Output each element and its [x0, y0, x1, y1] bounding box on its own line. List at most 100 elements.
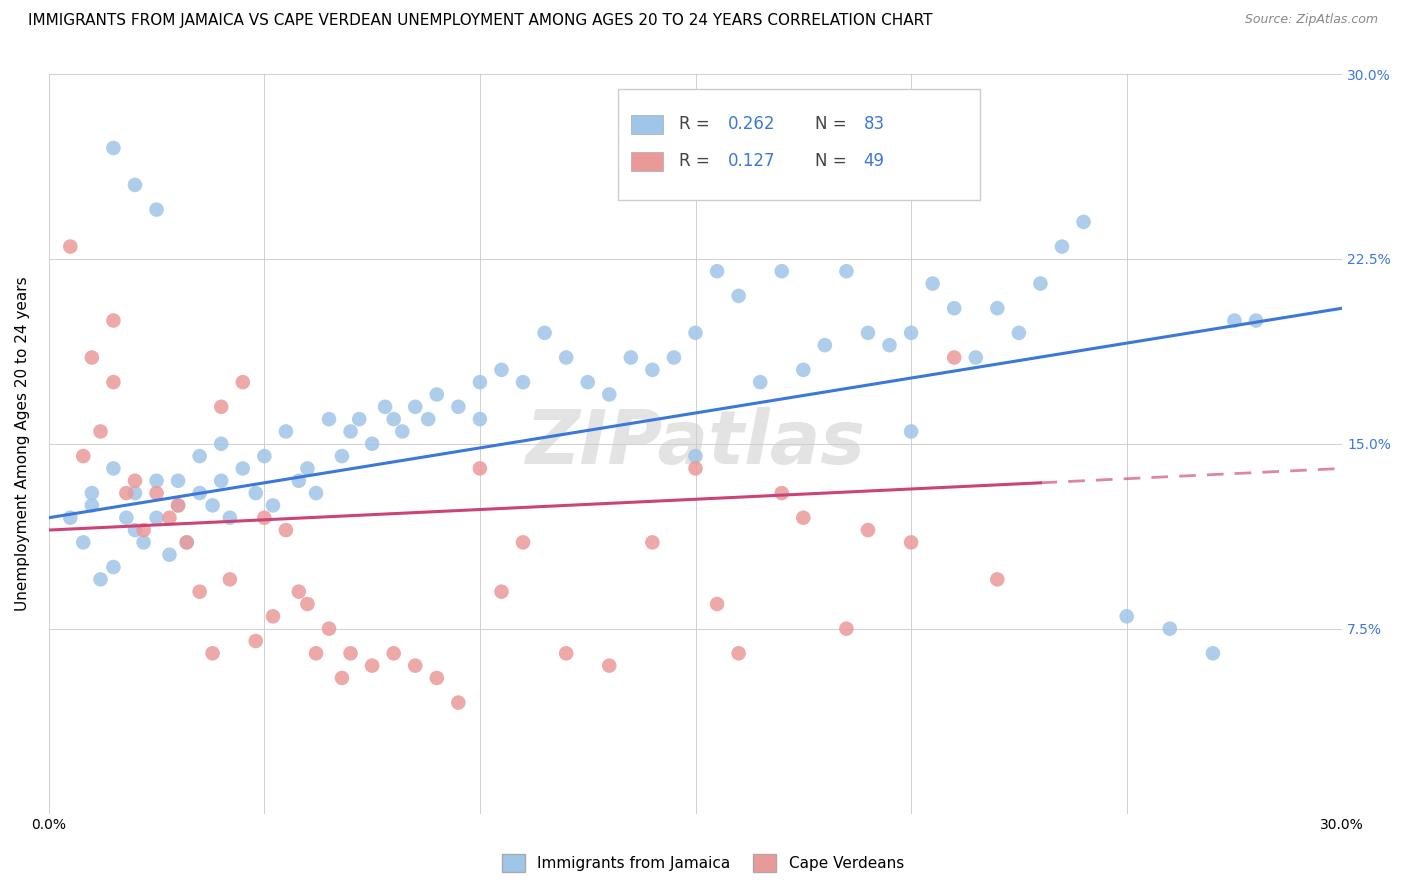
Point [253, 449, 276, 463]
Point [72, 449, 94, 463]
Point [1073, 215, 1095, 229]
Point [965, 351, 987, 365]
Point [288, 584, 311, 599]
Point [103, 313, 125, 327]
Legend: Immigrants from Jamaica, Cape Verdeans: Immigrants from Jamaica, Cape Verdeans [495, 846, 911, 880]
FancyBboxPatch shape [617, 89, 980, 200]
Point [814, 338, 837, 352]
Point [986, 573, 1008, 587]
Point [262, 609, 284, 624]
Point [856, 523, 879, 537]
Text: Source: ZipAtlas.com: Source: ZipAtlas.com [1244, 13, 1378, 27]
Point [288, 474, 311, 488]
Text: ZIPatlas: ZIPatlas [526, 408, 866, 480]
Point [124, 178, 146, 192]
Point [115, 510, 138, 524]
Point [132, 523, 155, 537]
Point [318, 412, 340, 426]
Point [124, 474, 146, 488]
Point [103, 141, 125, 155]
Y-axis label: Unemployment Among Ages 20 to 24 years: Unemployment Among Ages 20 to 24 years [15, 277, 30, 611]
Point [245, 486, 267, 500]
Point [176, 535, 198, 549]
Point [209, 474, 232, 488]
Point [1159, 622, 1181, 636]
Point [59, 510, 82, 524]
Point [124, 523, 146, 537]
Point [245, 634, 267, 648]
Point [685, 326, 707, 340]
Point [391, 425, 413, 439]
Point [145, 202, 167, 217]
Point [706, 597, 728, 611]
Point [209, 437, 232, 451]
Point [232, 375, 254, 389]
Point [447, 696, 470, 710]
Point [201, 646, 224, 660]
Bar [631, 152, 664, 170]
Point [533, 326, 555, 340]
Point [382, 412, 405, 426]
Point [159, 548, 181, 562]
Point [330, 671, 353, 685]
Point [555, 351, 578, 365]
Text: R =: R = [679, 153, 714, 170]
Point [1223, 313, 1246, 327]
Point [339, 646, 361, 660]
Text: 0.127: 0.127 [728, 153, 775, 170]
Point [491, 584, 513, 599]
Point [188, 449, 211, 463]
Point [145, 486, 167, 500]
Point [218, 510, 240, 524]
Point [512, 535, 534, 549]
Point [418, 412, 440, 426]
Point [103, 461, 125, 475]
Point [318, 622, 340, 636]
Point [727, 289, 749, 303]
Point [1202, 646, 1225, 660]
Bar [631, 115, 664, 134]
Point [598, 658, 620, 673]
Point [1050, 239, 1073, 253]
Point [921, 277, 943, 291]
Point [274, 425, 297, 439]
Text: N =: N = [814, 153, 852, 170]
Point [1008, 326, 1031, 340]
Point [218, 573, 240, 587]
Point [770, 486, 793, 500]
Point [943, 351, 966, 365]
Point [89, 573, 111, 587]
Text: R =: R = [679, 115, 714, 133]
Point [792, 510, 814, 524]
Point [305, 486, 328, 500]
Point [856, 326, 879, 340]
Point [80, 486, 103, 500]
Point [167, 474, 190, 488]
Point [201, 499, 224, 513]
Point [576, 375, 599, 389]
Text: 49: 49 [863, 153, 884, 170]
Point [59, 239, 82, 253]
Point [727, 646, 749, 660]
Point [176, 535, 198, 549]
Point [374, 400, 396, 414]
Point [900, 425, 922, 439]
Point [253, 510, 276, 524]
Point [685, 461, 707, 475]
Point [361, 658, 384, 673]
Point [89, 425, 111, 439]
Point [132, 535, 155, 549]
Point [512, 375, 534, 389]
Point [943, 301, 966, 316]
Point [835, 264, 858, 278]
Text: 83: 83 [863, 115, 884, 133]
Point [188, 486, 211, 500]
Point [103, 560, 125, 574]
Point [835, 622, 858, 636]
Point [900, 326, 922, 340]
Point [468, 375, 491, 389]
Text: N =: N = [814, 115, 852, 133]
Point [361, 437, 384, 451]
Point [555, 646, 578, 660]
Point [80, 351, 103, 365]
